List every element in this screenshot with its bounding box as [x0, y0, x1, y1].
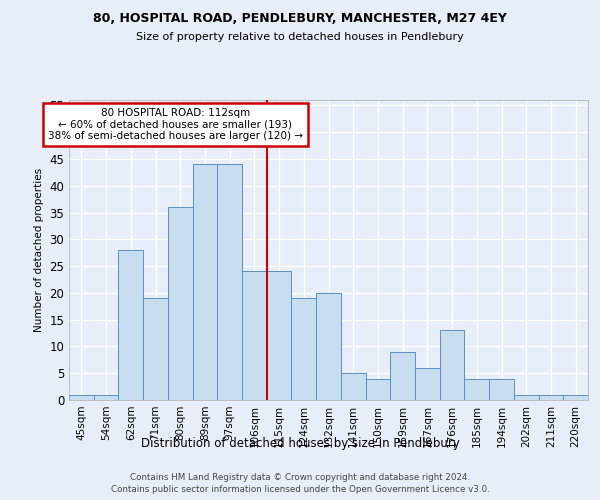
- Bar: [489, 378, 514, 400]
- Text: Size of property relative to detached houses in Pendlebury: Size of property relative to detached ho…: [136, 32, 464, 42]
- Bar: [390, 352, 415, 400]
- Bar: [193, 164, 217, 400]
- Bar: [242, 272, 267, 400]
- Bar: [365, 378, 390, 400]
- Bar: [69, 394, 94, 400]
- Bar: [267, 272, 292, 400]
- Bar: [464, 378, 489, 400]
- Bar: [292, 298, 316, 400]
- Bar: [341, 373, 365, 400]
- Bar: [563, 394, 588, 400]
- Bar: [217, 164, 242, 400]
- Y-axis label: Number of detached properties: Number of detached properties: [34, 168, 44, 332]
- Bar: [118, 250, 143, 400]
- Bar: [415, 368, 440, 400]
- Text: 80, HOSPITAL ROAD, PENDLEBURY, MANCHESTER, M27 4EY: 80, HOSPITAL ROAD, PENDLEBURY, MANCHESTE…: [93, 12, 507, 26]
- Bar: [143, 298, 168, 400]
- Bar: [514, 394, 539, 400]
- Bar: [94, 394, 118, 400]
- Bar: [440, 330, 464, 400]
- Text: 80 HOSPITAL ROAD: 112sqm
← 60% of detached houses are smaller (193)
38% of semi-: 80 HOSPITAL ROAD: 112sqm ← 60% of detach…: [48, 108, 303, 141]
- Text: Distribution of detached houses by size in Pendlebury: Distribution of detached houses by size …: [140, 438, 460, 450]
- Bar: [168, 207, 193, 400]
- Text: Contains HM Land Registry data © Crown copyright and database right 2024.
Contai: Contains HM Land Registry data © Crown c…: [110, 472, 490, 494]
- Bar: [316, 293, 341, 400]
- Bar: [539, 394, 563, 400]
